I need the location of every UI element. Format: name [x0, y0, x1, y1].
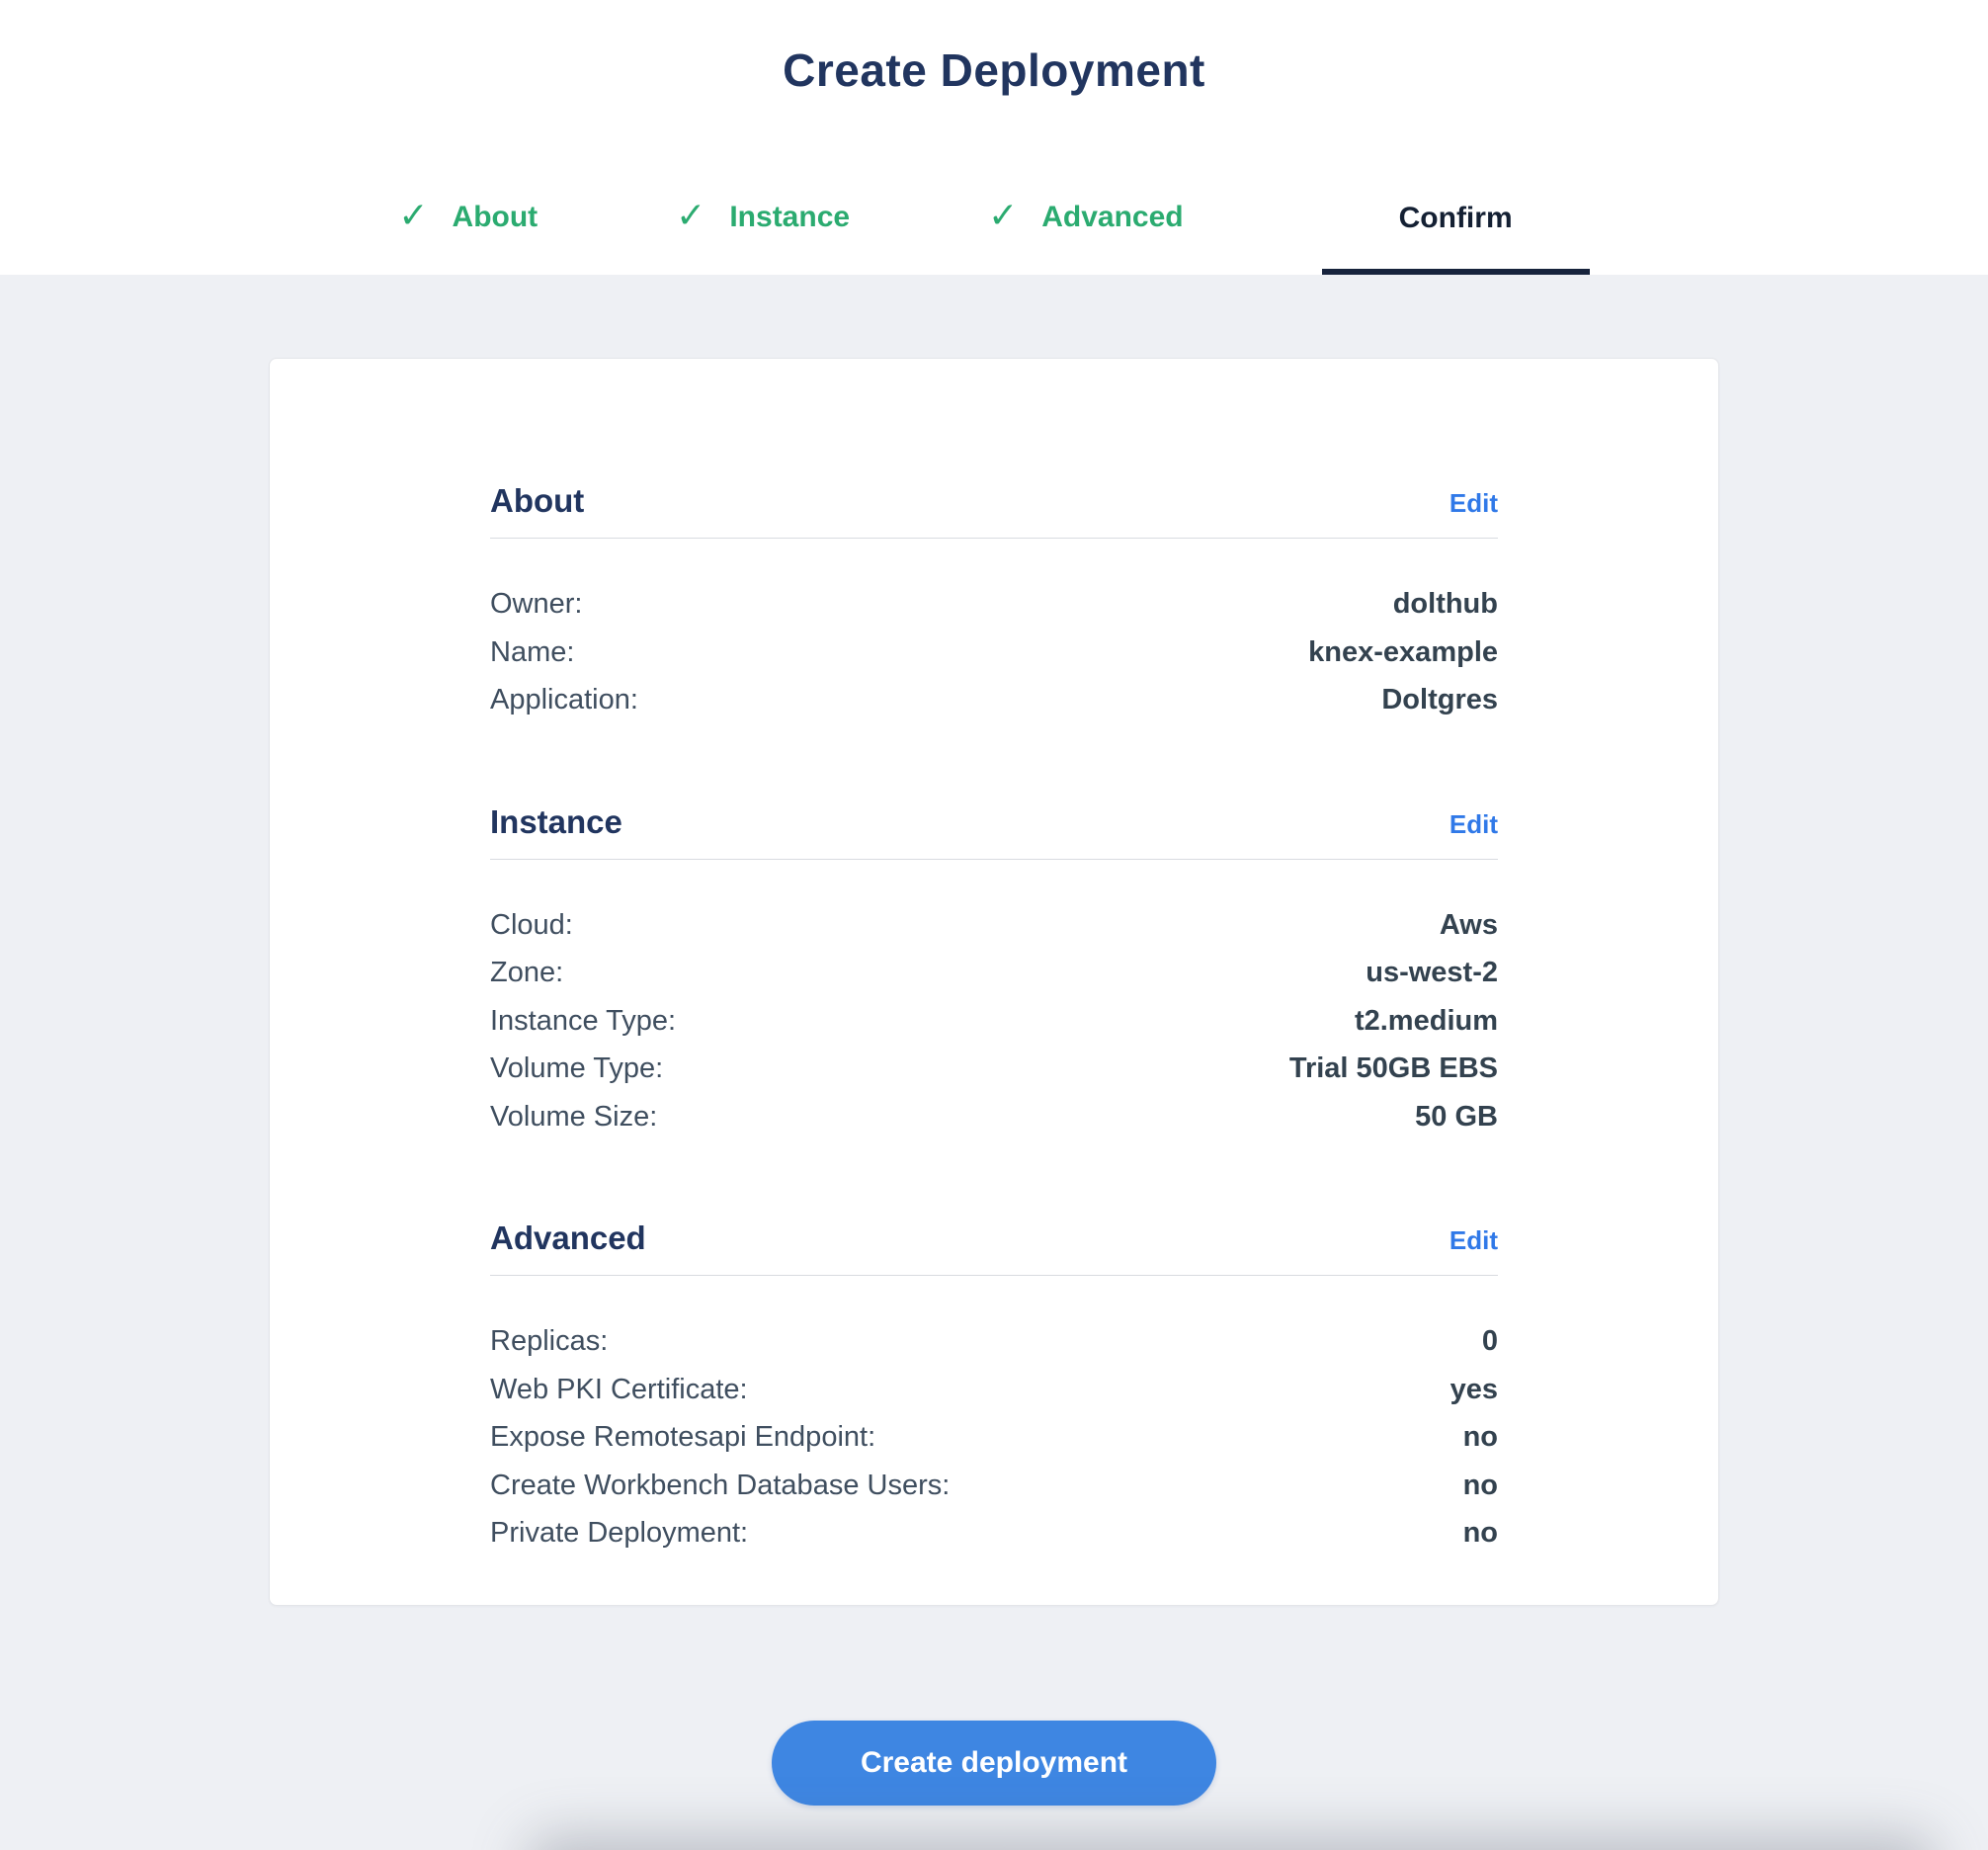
create-deployment-page: Create Deployment ✓ About ✓ Instance ✓ A…	[0, 0, 1988, 1806]
row-label: Web PKI Certificate:	[490, 1373, 748, 1405]
check-icon: ✓	[988, 195, 1019, 235]
row-value: 50 GB	[1415, 1100, 1498, 1133]
row-label: Instance Type:	[490, 1004, 677, 1037]
divider	[490, 858, 1498, 860]
section-title: Instance	[490, 802, 622, 840]
section-header: About Edit	[490, 482, 1498, 520]
section-header: Advanced Edit	[490, 1219, 1498, 1257]
tab-label: Advanced	[1041, 201, 1184, 233]
row-label: Replicas:	[490, 1325, 609, 1357]
summary-row: Application: Doltgres	[490, 676, 1498, 724]
section-title: About	[490, 482, 585, 519]
tab-advanced[interactable]: ✓ Advanced	[988, 195, 1184, 275]
row-value: no	[1462, 1421, 1498, 1453]
edit-instance-link[interactable]: Edit	[1449, 808, 1498, 839]
divider	[490, 538, 1498, 539]
row-value: knex-example	[1308, 635, 1498, 668]
row-value: yes	[1450, 1373, 1498, 1405]
tab-label: Instance	[729, 201, 851, 233]
row-value: no	[1462, 1469, 1498, 1501]
row-value: Aws	[1439, 908, 1498, 941]
row-value: Trial 50GB EBS	[1288, 1052, 1498, 1084]
check-icon: ✓	[676, 195, 706, 235]
row-label: Volume Type:	[490, 1052, 664, 1084]
summary-row: Replicas: 0	[490, 1317, 1498, 1366]
section-header: Instance Edit	[490, 803, 1498, 841]
row-label: Private Deployment:	[490, 1517, 749, 1549]
section-about: About Edit Owner: dolthub Name: knex-exa…	[490, 482, 1498, 724]
row-value: us-west-2	[1366, 957, 1498, 988]
row-label: Zone:	[490, 957, 564, 988]
row-label: Create Workbench Database Users:	[490, 1469, 951, 1501]
summary-row: Private Deployment: no	[490, 1509, 1498, 1557]
tab-label: About	[452, 201, 538, 233]
summary-row: Name: knex-example	[490, 629, 1498, 677]
tab-confirm[interactable]: Confirm	[1321, 202, 1590, 275]
summary-row: Create Workbench Database Users: no	[490, 1462, 1498, 1510]
row-label: Application:	[490, 684, 638, 715]
edit-about-link[interactable]: Edit	[1449, 488, 1498, 518]
summary-row: Volume Type: Trial 50GB EBS	[490, 1045, 1498, 1093]
summary-card-inner: About Edit Owner: dolthub Name: knex-exa…	[490, 359, 1498, 1605]
tab-about[interactable]: ✓ About	[398, 195, 538, 275]
row-label: Name:	[490, 635, 575, 668]
summary-row: Zone: us-west-2	[490, 949, 1498, 997]
summary-row: Volume Size: 50 GB	[490, 1093, 1498, 1141]
section-title: Advanced	[490, 1219, 646, 1256]
divider	[490, 1275, 1498, 1276]
summary-rows: Owner: dolthub Name: knex-example Applic…	[490, 580, 1498, 724]
tab-label: Confirm	[1398, 202, 1513, 234]
row-value: t2.medium	[1354, 1004, 1498, 1037]
summary-rows: Cloud: Aws Zone: us-west-2 Instance Type…	[490, 901, 1498, 1141]
row-value: dolthub	[1392, 588, 1498, 620]
summary-rows: Replicas: 0 Web PKI Certificate: yes Exp…	[490, 1317, 1498, 1557]
row-label: Cloud:	[490, 908, 573, 941]
row-label: Owner:	[490, 588, 583, 620]
row-value: Doltgres	[1381, 684, 1498, 715]
row-label: Expose Remotesapi Endpoint:	[490, 1421, 876, 1453]
summary-row: Web PKI Certificate: yes	[490, 1366, 1498, 1414]
wizard-tabs: ✓ About ✓ Instance ✓ Advanced Confirm	[0, 195, 1988, 275]
section-instance: Instance Edit Cloud: Aws Zone: us-west-2	[490, 803, 1498, 1141]
wizard-header: Create Deployment ✓ About ✓ Instance ✓ A…	[0, 0, 1988, 275]
page-title: Create Deployment	[783, 44, 1205, 96]
confirm-step-content: About Edit Owner: dolthub Name: knex-exa…	[0, 275, 1988, 1806]
create-deployment-button[interactable]: Create deployment	[772, 1720, 1216, 1806]
summary-card: About Edit Owner: dolthub Name: knex-exa…	[269, 358, 1719, 1606]
row-value: 0	[1481, 1325, 1498, 1357]
summary-row: Owner: dolthub	[490, 580, 1498, 629]
summary-row: Expose Remotesapi Endpoint: no	[490, 1413, 1498, 1462]
tab-instance[interactable]: ✓ Instance	[676, 195, 851, 275]
check-icon: ✓	[398, 195, 429, 235]
row-label: Volume Size:	[490, 1100, 658, 1133]
summary-row: Instance Type: t2.medium	[490, 997, 1498, 1046]
row-value: no	[1462, 1517, 1498, 1549]
section-advanced: Advanced Edit Replicas: 0 Web PKI Certif…	[490, 1219, 1498, 1557]
edit-advanced-link[interactable]: Edit	[1449, 1225, 1498, 1255]
summary-row: Cloud: Aws	[490, 901, 1498, 950]
